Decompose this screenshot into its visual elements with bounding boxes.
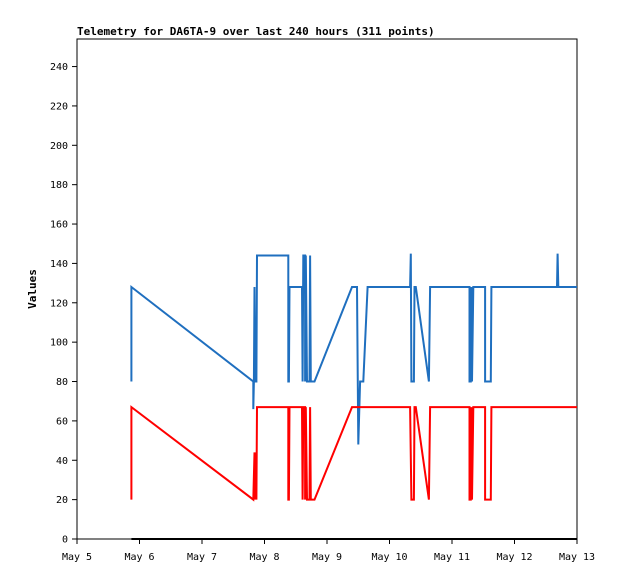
y-tick-label: 60 <box>56 416 68 427</box>
y-tick-label: 220 <box>50 101 68 112</box>
y-tick-label: 100 <box>50 338 68 349</box>
x-tick-label: May 10 <box>371 552 407 563</box>
y-axis: 0 20 40 60 80 100 120 140 160 180 200 220 240 <box>50 62 77 546</box>
x-tick-label: May 6 <box>124 552 154 563</box>
y-tick-label: 160 <box>50 220 68 231</box>
plot-area <box>76 38 578 540</box>
x-axis: May 5 May 6 May 7 May 8 May 9 May 10 May 11 May… <box>62 539 595 563</box>
y-tick-label: 80 <box>56 377 68 388</box>
x-tick-label: May 8 <box>249 552 279 563</box>
x-tick-label: May 11 <box>434 552 470 563</box>
y-tick-label: 40 <box>56 456 68 467</box>
y-axis-label: Values <box>26 269 39 309</box>
x-tick-label: May 9 <box>312 552 342 563</box>
x-tick-label: May 5 <box>62 552 92 563</box>
chart-title: Telemetry for DA6TA-9 over last 240 hour… <box>77 25 435 38</box>
y-tick-label: 0 <box>62 535 68 546</box>
x-tick-label: May 7 <box>187 552 217 563</box>
y-tick-label: 180 <box>50 180 68 191</box>
y-tick-label: 240 <box>50 62 68 73</box>
series-layer <box>130 253 577 540</box>
y-tick-label: 200 <box>50 141 68 152</box>
y-tick-label: 20 <box>56 495 68 506</box>
x-tick-label: May 13 <box>559 552 595 563</box>
y-tick-label: 140 <box>50 259 68 270</box>
x-tick-label: May 12 <box>496 552 532 563</box>
y-tick-label: 120 <box>50 298 68 309</box>
series-line-1 <box>130 253 577 445</box>
series-line-2 <box>130 405 577 502</box>
